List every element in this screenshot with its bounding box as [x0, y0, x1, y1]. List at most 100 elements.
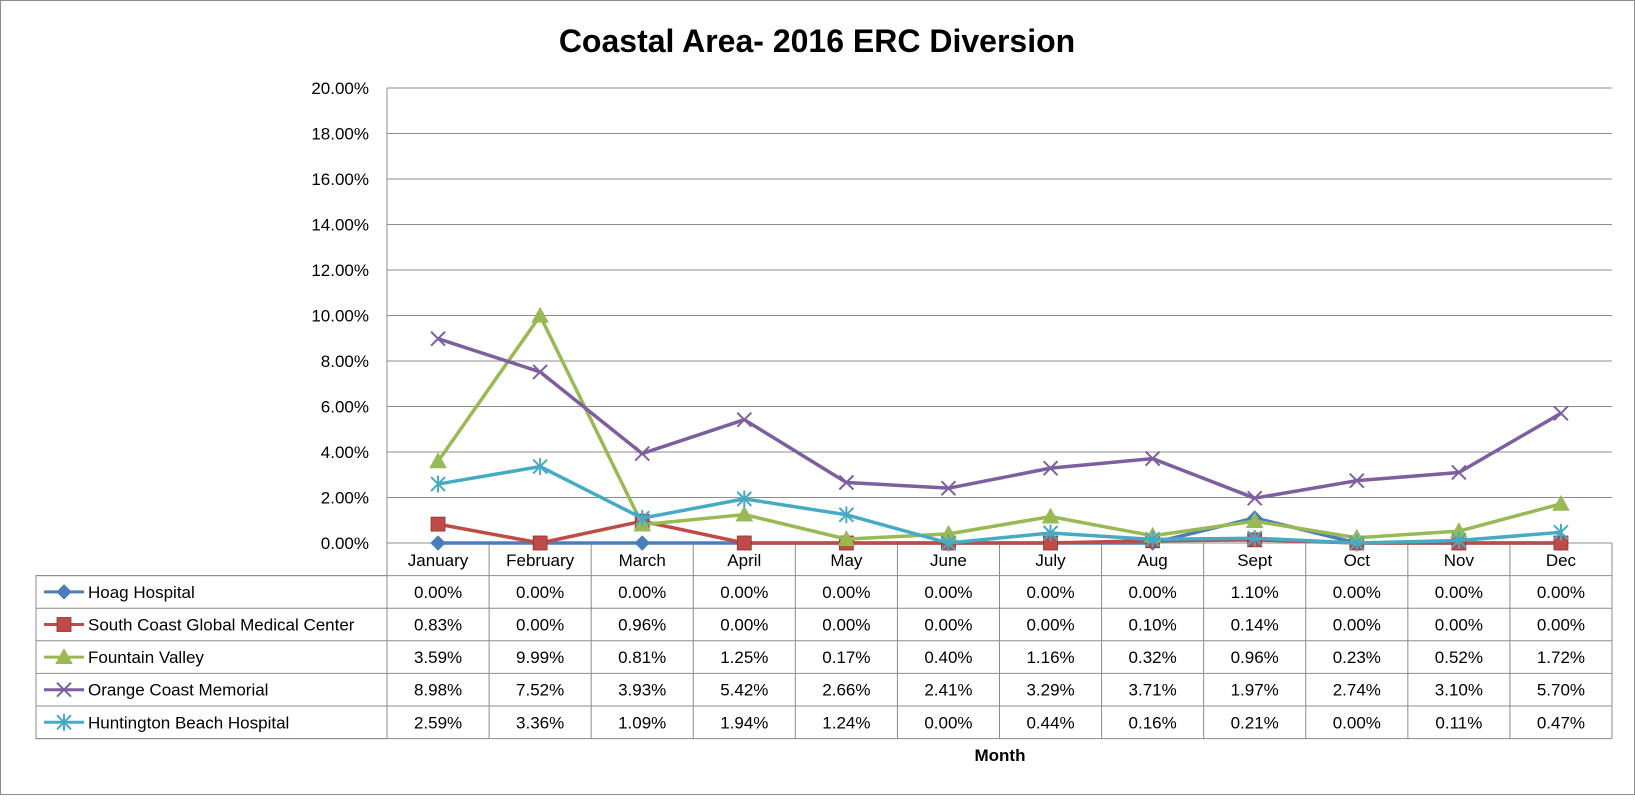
data-table-cell: 7.52%: [516, 681, 564, 700]
gridlines: [386, 87, 1612, 544]
data-point-marker: [56, 584, 72, 600]
data-table-cell: 0.40%: [924, 648, 972, 667]
legend-series-name: South Coast Global Medical Center: [88, 616, 355, 635]
data-table-cell: 0.00%: [1537, 616, 1585, 635]
data-table-cell: 0.00%: [516, 616, 564, 635]
y-tick-label: 14.00%: [311, 216, 369, 235]
x-tick-label: Nov: [1444, 551, 1475, 570]
data-point-marker: [838, 506, 855, 524]
data-table-cell: 0.00%: [924, 616, 972, 635]
data-table-cell: 0.00%: [618, 583, 666, 602]
data-table-cell: 1.16%: [1026, 648, 1074, 667]
data-point-marker: [56, 713, 72, 731]
data-table-cell: 0.00%: [720, 583, 768, 602]
data-table: January February March April May June July Aug S…: [35, 542, 1613, 740]
data-table-cell: 0.83%: [414, 616, 462, 635]
data-table-cell: 2.59%: [414, 713, 462, 732]
data-table-cell: 5.42%: [720, 681, 768, 700]
legend-series-name: Hoag Hospital: [88, 583, 195, 602]
y-tick-label: 10.00%: [311, 307, 369, 326]
data-point-marker: [634, 535, 650, 551]
data-table-cell: 0.00%: [822, 616, 870, 635]
data-table-cell: 0.16%: [1129, 713, 1177, 732]
data-table-cell: 0.00%: [924, 583, 972, 602]
data-table-cell: 2.41%: [924, 681, 972, 700]
legend-series-name: Huntington Beach Hospital: [88, 713, 289, 732]
data-table-cell: 3.29%: [1026, 681, 1074, 700]
data-point-marker: [430, 475, 446, 493]
data-point-marker: [736, 535, 752, 551]
x-tick-label: January: [408, 551, 469, 570]
data-point-marker: [429, 452, 447, 469]
data-table-cell: 5.70%: [1537, 681, 1585, 700]
data-point-marker: [736, 490, 752, 508]
y-tick-label: 8.00%: [321, 352, 369, 371]
data-point-marker: [1041, 507, 1060, 524]
data-table-cell: 0.00%: [822, 583, 870, 602]
data-table-cell: 0.47%: [1537, 713, 1585, 732]
data-point-marker: [1144, 450, 1161, 467]
data-point-marker: [838, 474, 855, 491]
data-point-marker: [735, 505, 754, 522]
data-point-marker: [430, 516, 446, 532]
data-point-marker: [1245, 512, 1264, 529]
data-table-cell: 0.00%: [1333, 616, 1381, 635]
y-tick-label: 0.00%: [321, 534, 369, 553]
data-table-cell: 0.32%: [1129, 648, 1177, 667]
data-table-cell: 2.74%: [1333, 681, 1381, 700]
data-table-cell: 0.11%: [1435, 713, 1482, 732]
data-table-cell: 0.14%: [1231, 616, 1279, 635]
data-table-cell: 3.10%: [1435, 681, 1483, 700]
data-point-marker: [1349, 534, 1365, 552]
legend-series-name: Fountain Valley: [88, 648, 204, 667]
data-point-marker: [940, 480, 957, 496]
data-table-cell: 1.72%: [1537, 648, 1585, 667]
data-table-cell: 1.10%: [1231, 583, 1279, 602]
data-point-marker: [56, 617, 72, 632]
data-table-cell: 0.00%: [924, 713, 972, 732]
x-axis-label: Month: [975, 746, 1026, 765]
data-table-cell: 0.81%: [618, 648, 666, 667]
series-lines: [429, 306, 1570, 552]
data-table-cell: 0.21%: [1231, 713, 1279, 732]
data-table-cell: 0.00%: [1333, 583, 1381, 602]
x-tick-label: February: [506, 551, 575, 570]
y-tick-label: 4.00%: [321, 443, 369, 462]
x-tick-label: July: [1035, 551, 1066, 570]
data-point-marker: [1042, 524, 1059, 542]
data-point-marker: [736, 411, 752, 428]
data-point-marker: [532, 458, 548, 475]
data-point-marker: [634, 445, 650, 462]
y-tick-label: 20.00%: [311, 79, 369, 98]
data-table-cell: 0.00%: [516, 583, 564, 602]
x-tick-label: May: [830, 551, 863, 570]
data-table-cell: 9.99%: [516, 648, 564, 667]
data-table-cell: 3.36%: [516, 713, 564, 732]
data-point-marker: [532, 535, 548, 551]
series-line: [437, 337, 1562, 500]
data-point-marker: [940, 534, 957, 552]
data-point-marker: [1451, 464, 1467, 481]
data-table-cell: 0.00%: [1026, 583, 1074, 602]
series-line: [436, 313, 1562, 541]
x-tick-label: June: [930, 551, 967, 570]
data-table-cell: 1.09%: [618, 713, 666, 732]
data-point-marker: [1552, 494, 1570, 511]
data-point-marker: [1247, 490, 1263, 506]
data-table-cell: 0.23%: [1333, 648, 1381, 667]
data-table-cell: 0.96%: [618, 616, 666, 635]
x-tick-label: Dec: [1546, 551, 1577, 570]
x-tick-label: Oct: [1344, 551, 1371, 570]
x-tick-label: April: [727, 551, 761, 570]
data-point-marker: [430, 535, 446, 551]
data-point-marker: [1553, 405, 1569, 422]
data-table-cell: 8.98%: [414, 681, 462, 700]
data-table-cell: 1.94%: [720, 713, 768, 732]
data-point-marker: [634, 509, 650, 527]
data-table-cell: 0.52%: [1435, 648, 1483, 667]
data-point-marker: [1451, 532, 1467, 549]
y-tick-label: 6.00%: [321, 398, 369, 417]
data-point-marker: [837, 530, 856, 547]
